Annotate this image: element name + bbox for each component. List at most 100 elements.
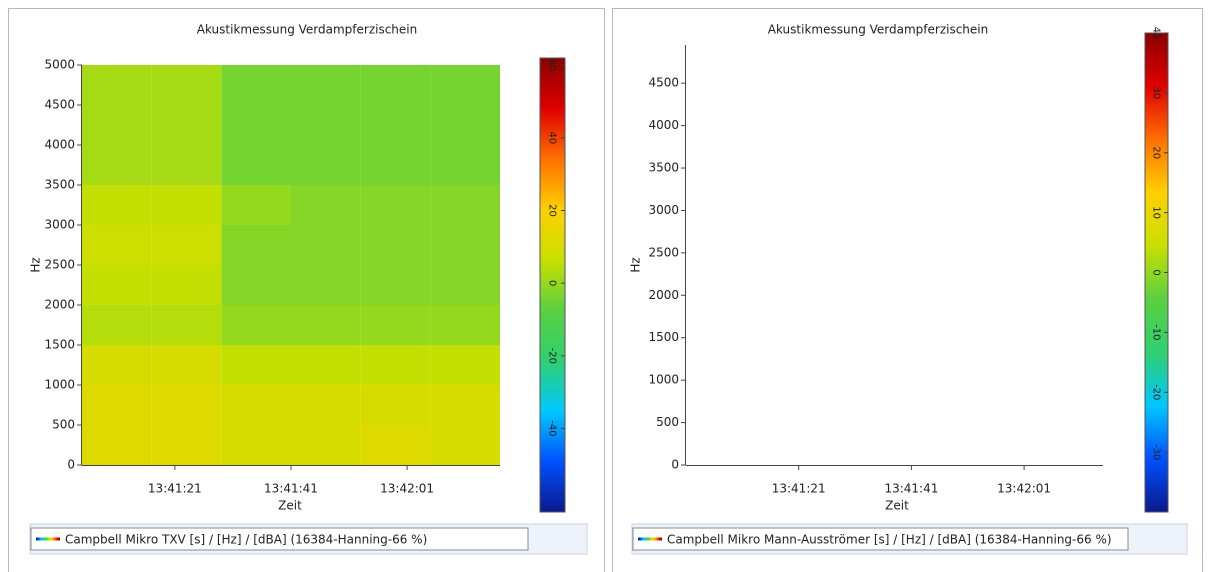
heatmap-cell	[430, 345, 500, 385]
y-tick-label: 2000	[44, 298, 75, 312]
x-tick-label: 13:41:21	[148, 482, 202, 496]
y-tick-label: 1500	[44, 338, 75, 352]
y-axis-label: Hz	[29, 257, 43, 272]
colorbar-tick-label: 60	[547, 59, 558, 72]
heatmap-cell	[82, 345, 152, 385]
y-tick-label: 3000	[44, 218, 75, 232]
x-tick-label: 13:42:01	[997, 482, 1051, 496]
heatmap-cell	[291, 65, 361, 105]
heatmap-cell	[151, 65, 222, 105]
heatmap-cell	[360, 225, 431, 265]
heatmap-cell	[221, 105, 291, 145]
y-tick-label: 3000	[648, 203, 679, 217]
heatmap-cell	[221, 265, 291, 305]
legend-label: Campbell Mikro Mann-Ausströmer [s] / [Hz…	[667, 533, 1112, 547]
heatmap-cell	[430, 385, 500, 425]
colorbar-tick-label: 10	[1151, 206, 1162, 219]
heatmap-cell	[151, 145, 222, 185]
heatmap-cell	[221, 225, 291, 265]
heatmap-cell	[221, 185, 291, 225]
heatmap-cell	[82, 385, 152, 425]
heatmap-cell	[82, 145, 152, 185]
heatmap-cell	[221, 425, 291, 465]
heatmap-cell	[291, 305, 361, 345]
y-tick-label: 4000	[648, 118, 679, 132]
heatmap-cell	[360, 425, 431, 465]
heatmap-cell	[82, 265, 152, 305]
y-tick-label: 1500	[648, 330, 679, 344]
y-tick-label: 1000	[648, 373, 679, 387]
heatmap-cell	[430, 425, 500, 465]
heatmap-cell	[291, 345, 361, 385]
heatmap-cell	[82, 105, 152, 145]
heatmap-cell	[221, 305, 291, 345]
colorbar-tick-label: -40	[547, 420, 558, 436]
x-tick-label: 13:42:01	[380, 482, 434, 496]
y-axis-label: Hz	[629, 257, 643, 272]
colorbar-tick-label: 30	[1151, 87, 1162, 100]
y-tick-label: 1000	[44, 378, 75, 392]
y-tick-label: 4500	[648, 76, 679, 90]
heatmap-cell	[82, 425, 152, 465]
colorbar-tick-label: 20	[547, 204, 558, 217]
x-tick-label: 13:41:21	[772, 482, 826, 496]
colorbar-tick-label: -30	[1151, 444, 1162, 460]
heatmap-cell	[291, 385, 361, 425]
heatmap-cell	[82, 225, 152, 265]
heatmap-cell	[291, 105, 361, 145]
y-tick-label: 2000	[648, 288, 679, 302]
heatmap-cell	[221, 345, 291, 385]
heatmap-cell	[430, 305, 500, 345]
y-tick-label: 5000	[44, 58, 75, 72]
heatmap-cell	[291, 425, 361, 465]
panel-frame	[8, 8, 605, 572]
panel-frame	[612, 8, 1203, 572]
colorbar-tick-label: -20	[547, 348, 558, 364]
heatmap-cell	[291, 145, 361, 185]
y-tick-label: 2500	[648, 245, 679, 259]
heatmap-cell	[291, 185, 361, 225]
heatmap-cell	[221, 145, 291, 185]
heatmap-cell	[291, 225, 361, 265]
heatmap-cell	[291, 265, 361, 305]
heatmap-cell	[430, 145, 500, 185]
heatmap	[82, 65, 500, 465]
legend-swatch	[36, 537, 60, 541]
heatmap-cell	[360, 145, 431, 185]
x-tick-label: 13:41:41	[264, 482, 318, 496]
heatmap-cell	[151, 225, 222, 265]
heatmap-cell	[151, 345, 222, 385]
colorbar-tick-label: -10	[1151, 324, 1162, 340]
y-tick-label: 4500	[44, 98, 75, 112]
heatmap-cell	[151, 425, 222, 465]
y-tick-label: 0	[67, 458, 75, 472]
heatmap-cell	[360, 265, 431, 305]
heatmap-cell	[360, 385, 431, 425]
y-tick-label: 500	[52, 418, 75, 432]
colorbar	[539, 57, 566, 513]
x-axis-label: Zeit	[278, 499, 302, 513]
heatmap-cell	[221, 385, 291, 425]
heatmap-cell	[430, 65, 500, 105]
colorbar-tick-label: 0	[547, 280, 558, 286]
y-tick-label: 2500	[44, 258, 75, 272]
colorbar-tick-label: 40	[1151, 27, 1162, 40]
x-axis-label: Zeit	[885, 499, 909, 513]
heatmap-cell	[360, 105, 431, 145]
heatmap-cell	[151, 265, 222, 305]
heatmap-cell	[430, 225, 500, 265]
y-tick-label: 3500	[44, 178, 75, 192]
heatmap-cell	[360, 65, 431, 105]
heatmap-cell	[360, 305, 431, 345]
legend-entry-box	[30, 527, 529, 551]
heatmap-cell	[151, 185, 222, 225]
chart-title: Akustikmessung Verdampferzischein	[197, 23, 417, 37]
heatmap-cell	[430, 105, 500, 145]
chart-title: Akustikmessung Verdampferzischein	[768, 23, 988, 37]
colorbar-tick-label: 0	[1151, 269, 1162, 275]
legend-swatch	[638, 537, 662, 541]
y-tick-label: 4000	[44, 138, 75, 152]
colorbar-tick-label: 40	[547, 132, 558, 145]
heatmap-cell	[430, 265, 500, 305]
